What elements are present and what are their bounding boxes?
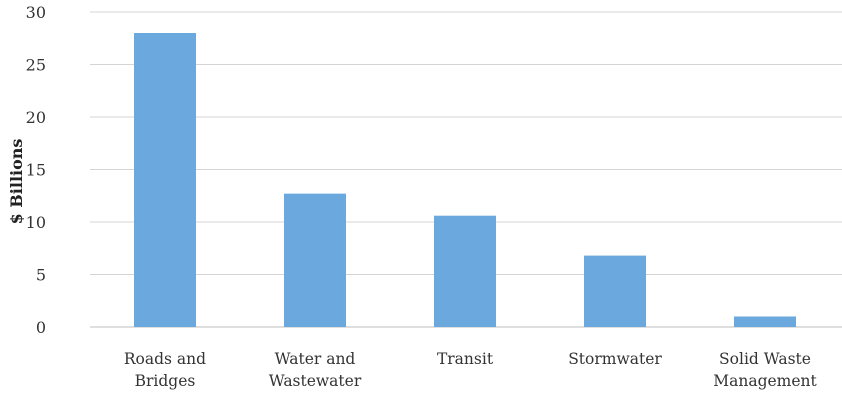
- category-label-line: Management: [713, 372, 817, 390]
- category-label: Transit: [437, 350, 494, 368]
- category-label: Water and Wastewater: [269, 350, 362, 390]
- y-tick-labels: 0 5 10 15 20 25 30: [26, 3, 46, 337]
- category-label: Roads and Bridges: [124, 350, 206, 390]
- bar: [584, 255, 646, 327]
- y-tick-label: 15: [26, 161, 46, 180]
- y-tick-label: 30: [26, 3, 46, 22]
- bar: [284, 193, 346, 327]
- bars: [134, 33, 796, 327]
- category-label-line: Transit: [437, 350, 494, 368]
- category-label-line: Roads and: [124, 350, 206, 368]
- category-label-line: Solid Waste: [719, 350, 811, 368]
- category-label-line: Bridges: [135, 372, 196, 390]
- bar: [134, 33, 196, 327]
- y-tick-label: 25: [26, 56, 46, 75]
- category-label-line: Stormwater: [568, 350, 662, 368]
- category-labels: Roads and Bridges Water and Wastewater Trans…: [124, 350, 818, 390]
- bar: [734, 316, 796, 327]
- y-tick-label: 20: [26, 108, 46, 127]
- category-label-line: Wastewater: [269, 372, 362, 390]
- y-axis-title: $ Billions: [7, 139, 26, 225]
- y-tick-label: 5: [36, 266, 46, 285]
- y-tick-label: 0: [36, 318, 46, 337]
- category-label: Stormwater: [568, 350, 662, 368]
- category-label-line: Water and: [275, 350, 356, 368]
- category-label: Solid Waste Management: [713, 350, 817, 390]
- y-tick-label: 10: [26, 213, 46, 232]
- bar: [434, 215, 496, 327]
